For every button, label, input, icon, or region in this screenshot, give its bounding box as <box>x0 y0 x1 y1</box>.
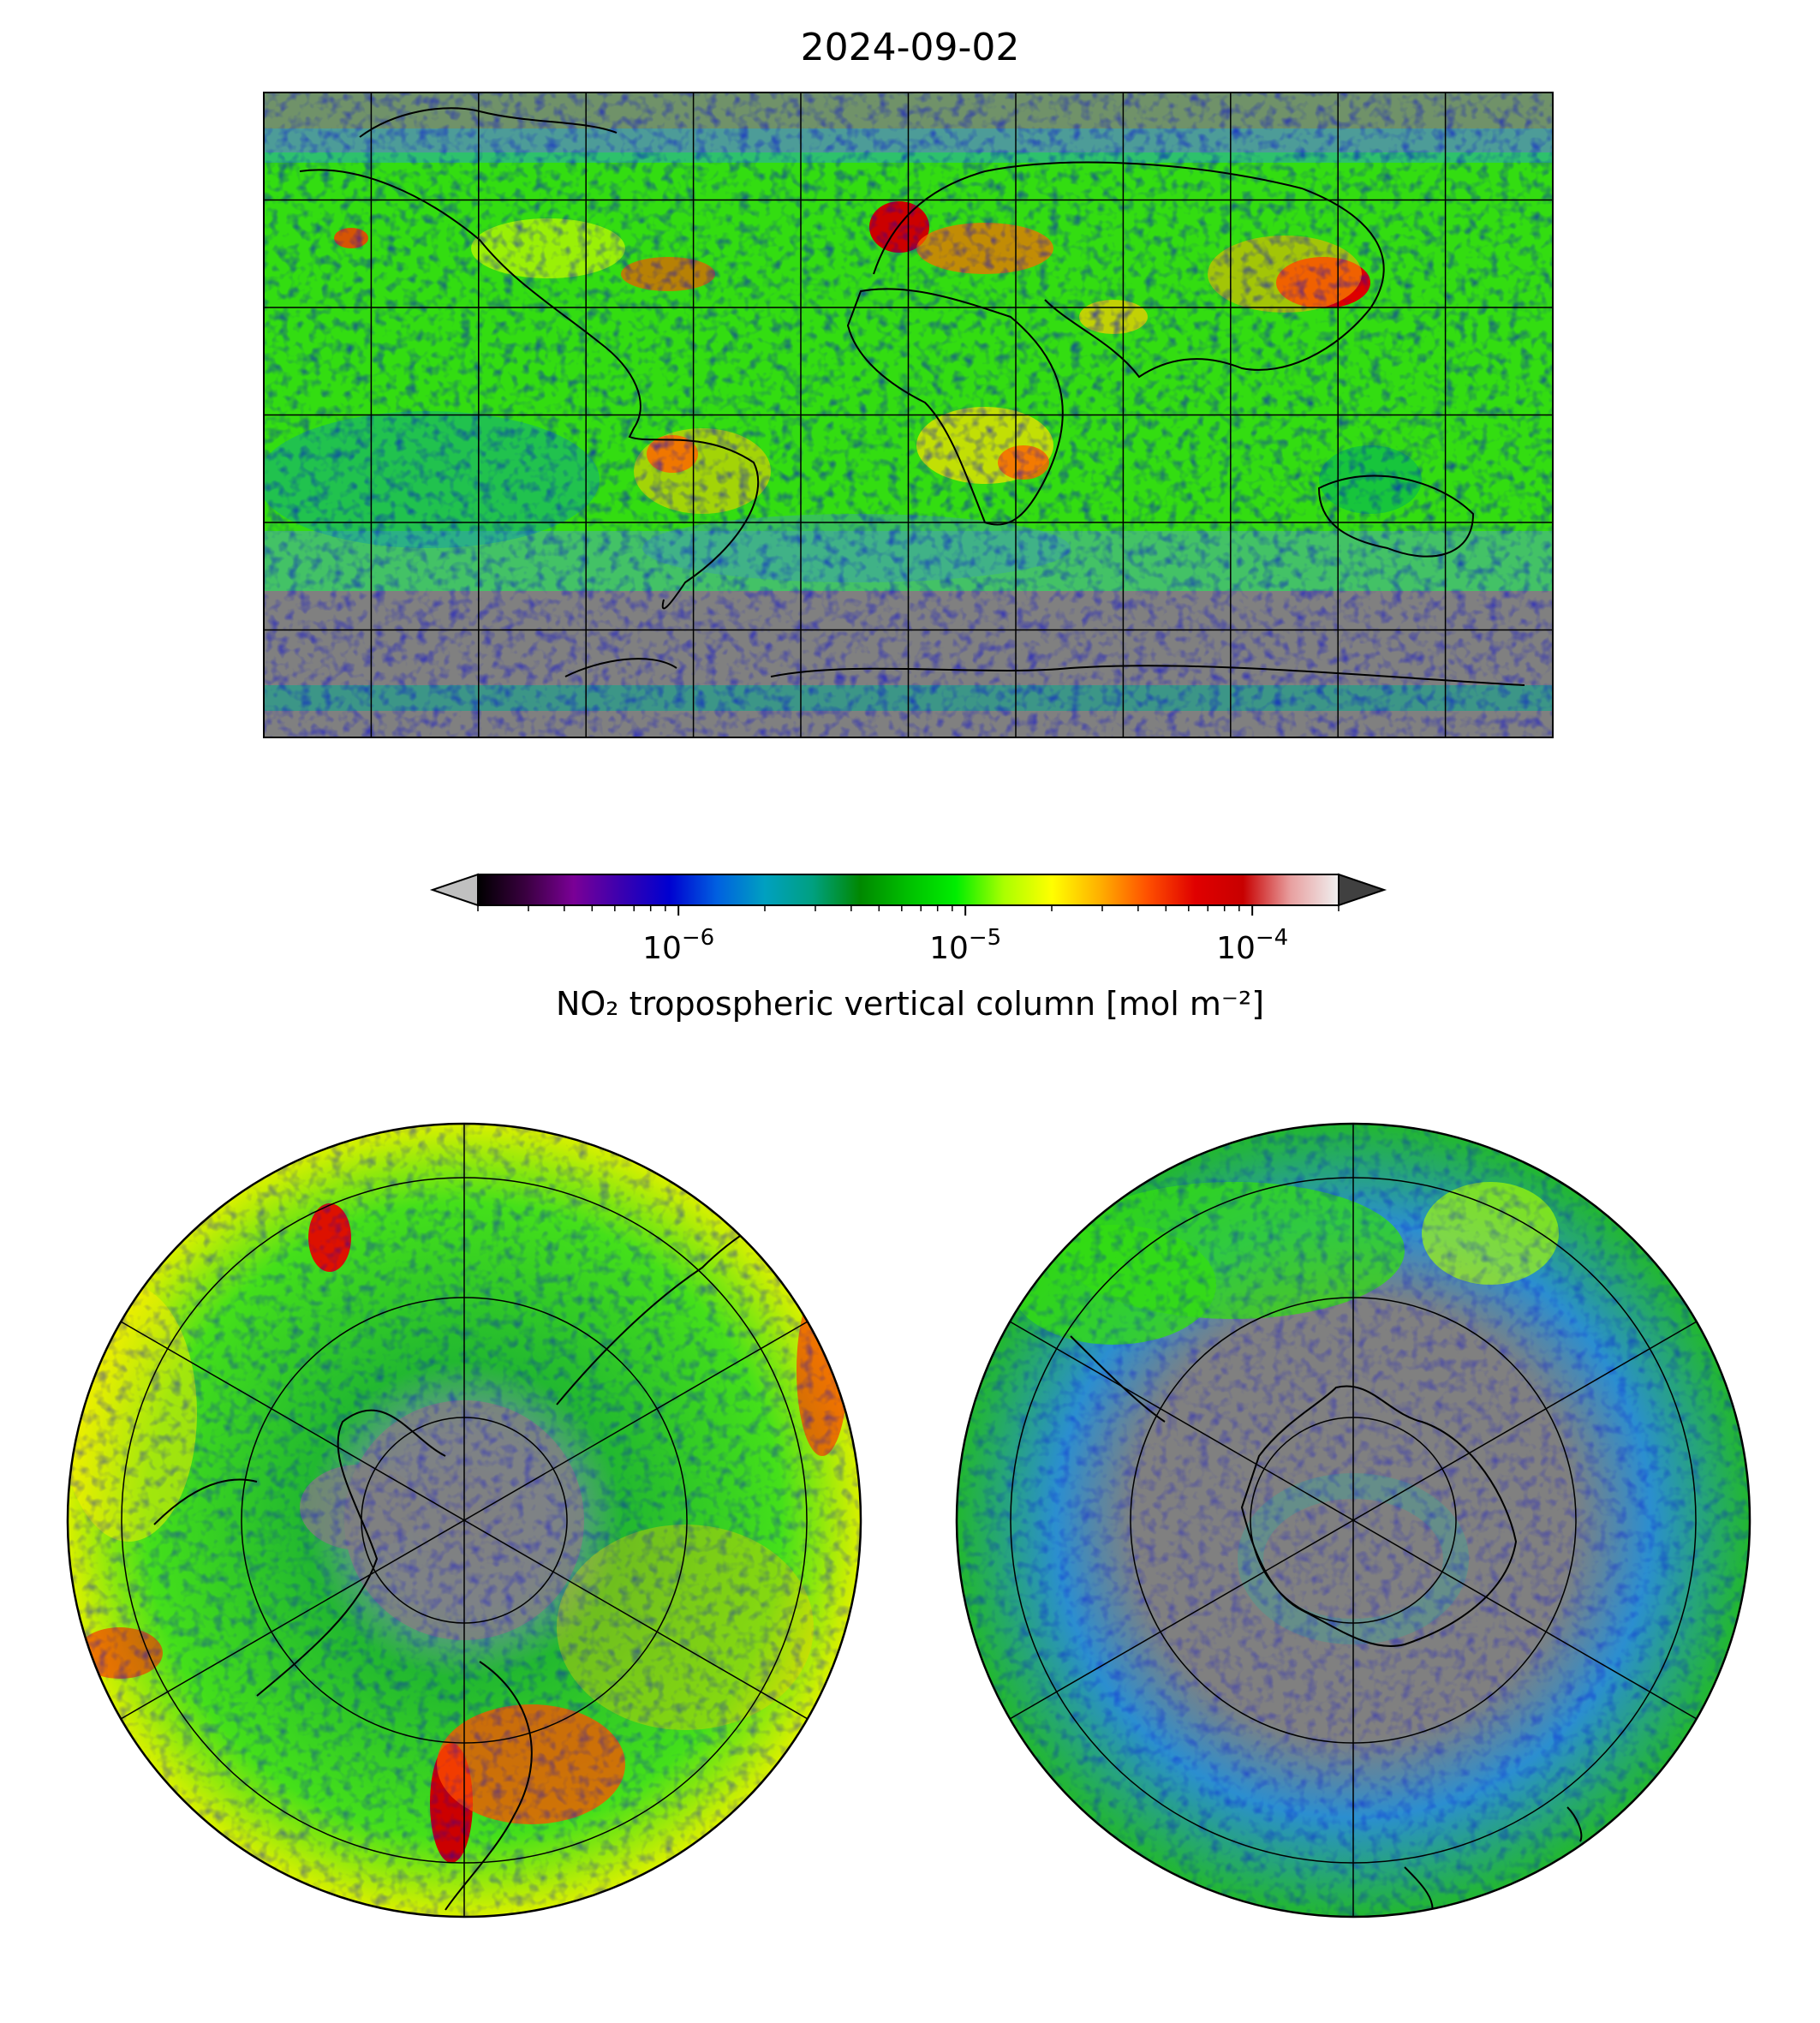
north-polar-frame <box>66 1122 862 1919</box>
global-map <box>263 92 1554 738</box>
south-polar-frame <box>955 1122 1751 1919</box>
colorbar-frame <box>477 874 1340 906</box>
colorbar-tick-label: 10−5 <box>929 925 1001 966</box>
graticule-south <box>1009 1124 1698 1917</box>
south-polar-map <box>955 1122 1751 1919</box>
colorbar-tick-label: 10−6 <box>642 925 714 966</box>
graticule-north <box>120 1124 809 1917</box>
colorbar-minor-ticks <box>477 905 1340 911</box>
colorbar-major-ticks: 10−6 10−5 10−4 <box>642 905 1288 966</box>
colorbar-extend-max <box>1338 873 1387 907</box>
north-polar-map <box>66 1122 862 1919</box>
figure-title: 2024-09-02 <box>800 26 1020 69</box>
colorbar: 10−6 10−5 10−4 <box>429 873 1387 966</box>
colorbar-extend-min <box>429 873 479 907</box>
colorbar-tick-label: 10−4 <box>1216 925 1288 966</box>
colorbar-body <box>478 874 1339 905</box>
graticule <box>264 92 1553 737</box>
global-map-frame <box>263 92 1554 738</box>
coastlines <box>299 107 1525 686</box>
colorbar-label: NO₂ tropospheric vertical column [mol m⁻… <box>555 985 1265 1023</box>
